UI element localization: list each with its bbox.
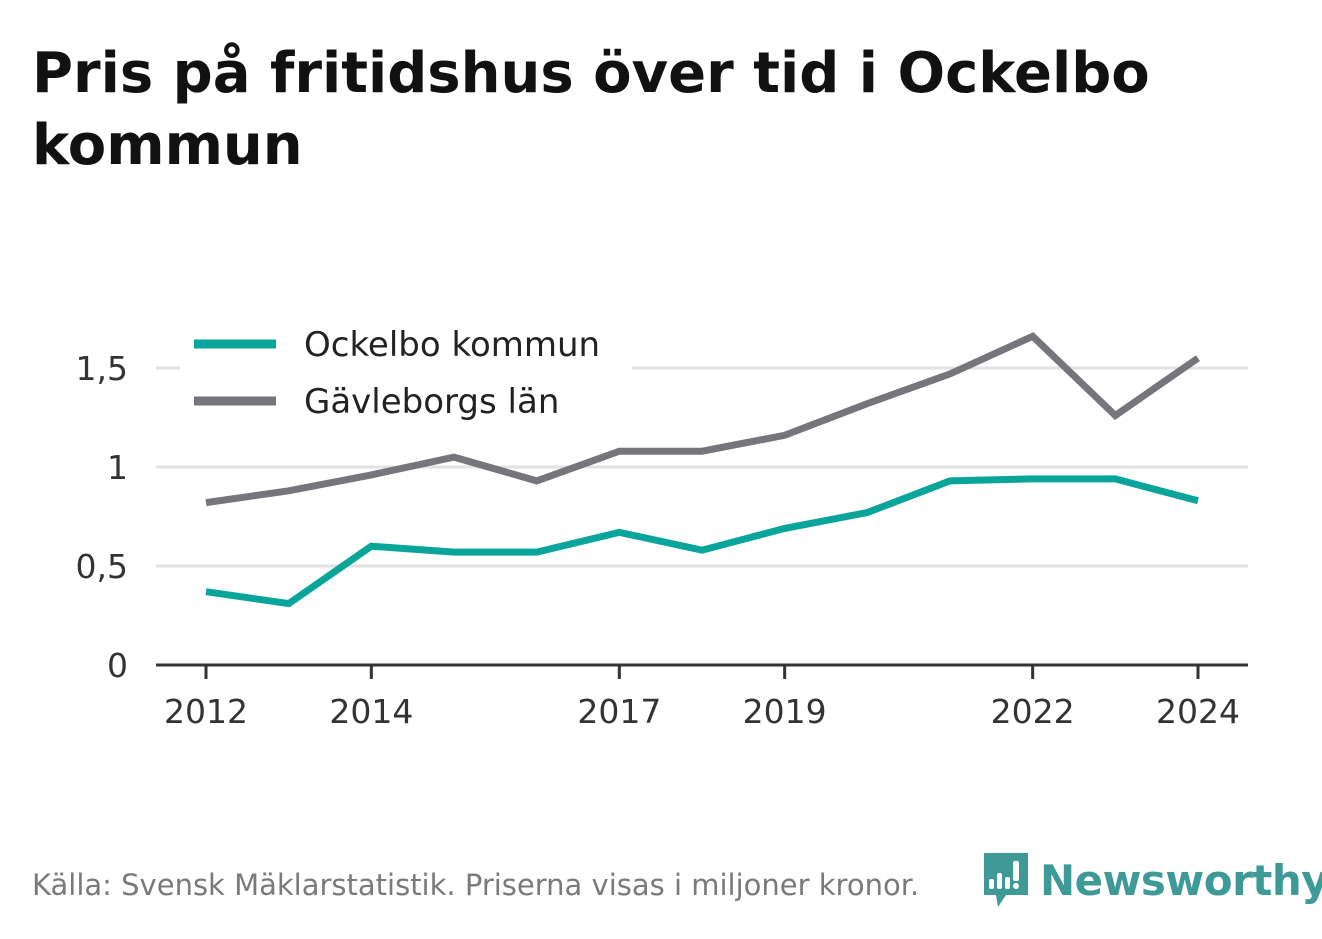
y-tick-label: 1 — [107, 448, 128, 487]
x-tick-label: 2024 — [1156, 692, 1240, 731]
brand-name: Newsworthy — [1040, 855, 1322, 905]
x-axis: 2012 2014 2017 2019 2022 2024 — [156, 663, 1248, 731]
x-tick-label: 2019 — [743, 692, 827, 731]
newsworthy-logo-icon — [984, 853, 1028, 907]
y-tick-label: 0,5 — [76, 547, 128, 586]
x-tick-label: 2012 — [164, 692, 248, 731]
x-tick-label: 2017 — [577, 692, 661, 731]
legend-label: Gävleborgs län — [304, 382, 559, 422]
y-axis-ticks: 0 0,5 1 1,5 — [76, 349, 128, 685]
series-line-0 — [205, 475, 1199, 608]
legend: Ockelbo kommun Gävleborgs län — [180, 318, 632, 430]
legend-label: Ockelbo kommun — [304, 325, 600, 365]
chart-title: Pris på fritidshus över tid i Ockelbo ko… — [32, 41, 1150, 178]
y-tick-label: 1,5 — [76, 349, 128, 388]
brand-logo: Newsworthy — [980, 848, 1322, 912]
legend-background — [180, 318, 632, 430]
x-tick-label: 2014 — [329, 692, 413, 731]
series-lines — [205, 332, 1200, 608]
y-tick-label: 0 — [107, 646, 128, 685]
x-tick-label: 2022 — [991, 692, 1075, 731]
source-note: Källa: Svensk Mäklarstatistik. Priserna … — [32, 868, 920, 902]
